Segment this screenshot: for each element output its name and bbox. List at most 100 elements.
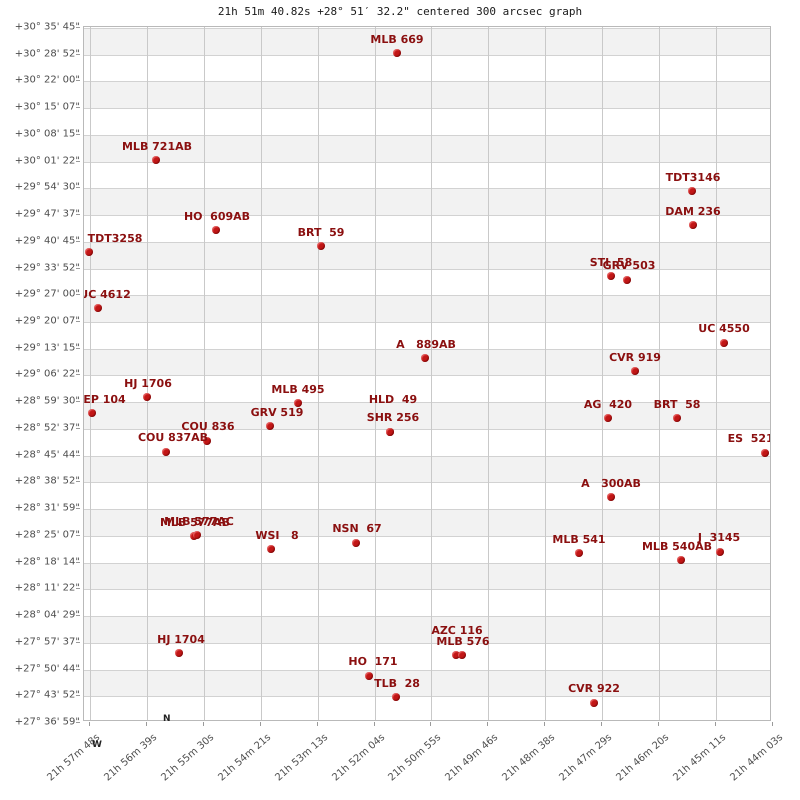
star-label: MLB 577AB: [159, 516, 231, 529]
gridline-vertical: [374, 27, 376, 720]
gridline-horizontal: [84, 348, 770, 350]
star-marker[interactable]: [193, 531, 201, 539]
y-axis-tickmark: [76, 187, 80, 189]
star-marker[interactable]: [386, 428, 394, 436]
x-axis-tick-label: 21h 49m 46s: [443, 732, 501, 784]
y-axis-tickmark: [76, 240, 80, 242]
star-label: COU 836: [181, 420, 235, 433]
y-axis-tick-label: +29° 54' 30": [14, 181, 80, 193]
grid-band: [84, 562, 770, 590]
y-axis-tick-label: +28° 18' 14": [14, 556, 80, 568]
y-axis-tickmark: [76, 641, 80, 643]
star-marker[interactable]: [392, 693, 400, 701]
gridline-horizontal: [84, 108, 770, 110]
gridline-vertical: [545, 27, 547, 720]
x-axis-tickmark: [601, 722, 603, 726]
x-axis-tickmark: [373, 722, 375, 726]
y-axis: +30° 35' 45" +30° 28' 52" +30° 22' 00" +30°…: [0, 22, 80, 727]
star-marker[interactable]: [152, 156, 160, 164]
star-label: COU 837AB: [137, 431, 209, 444]
star-label: HLD 49: [368, 393, 418, 406]
star-marker[interactable]: [604, 414, 612, 422]
gridline-horizontal: [84, 295, 770, 297]
x-axis-tick-label: 21h 46m 20s: [614, 732, 672, 784]
x-axis-tick-label: 21h 56m 39s: [102, 732, 160, 784]
star-marker[interactable]: [143, 393, 151, 401]
star-marker[interactable]: [203, 437, 211, 445]
gridline-horizontal: [84, 669, 770, 671]
star-marker[interactable]: [85, 248, 93, 256]
x-axis-tick-label: 21h 54m 21s: [216, 732, 273, 784]
gridline-vertical: [203, 27, 205, 720]
star-label: HJ 1706: [124, 377, 172, 390]
x-axis-tickmark: [89, 722, 90, 726]
west-direction-marker: W: [92, 740, 102, 750]
star-marker[interactable]: [393, 49, 401, 57]
gridline-horizontal: [84, 241, 770, 243]
grid-band: [84, 616, 770, 643]
star-marker[interactable]: [761, 449, 769, 457]
star-label: ES 521DE: [727, 432, 770, 445]
star-marker[interactable]: [673, 414, 681, 422]
star-label: NSN 67: [332, 522, 382, 535]
star-marker[interactable]: [607, 493, 615, 501]
star-marker[interactable]: [212, 226, 220, 234]
gridline-horizontal: [84, 428, 770, 430]
x-axis-tick-label: 21h 45m 11s: [671, 732, 729, 784]
star-marker[interactable]: [88, 409, 96, 417]
x-axis-tickmark: [430, 722, 432, 726]
y-axis-tickmark: [76, 321, 80, 323]
star-marker[interactable]: [452, 651, 460, 659]
star-marker[interactable]: [689, 221, 697, 229]
y-axis-tickmark: [76, 668, 80, 670]
star-marker[interactable]: [352, 539, 360, 547]
star-marker[interactable]: [623, 276, 631, 284]
y-axis-tickmark: [76, 374, 80, 376]
page-title: 21h 51m 40.82s +28° 51′ 32.2" centered 3…: [217, 5, 583, 18]
star-label: CVR 922: [568, 682, 620, 695]
star-marker[interactable]: [720, 339, 728, 347]
star-marker[interactable]: [294, 399, 302, 407]
gridline-horizontal: [84, 482, 770, 484]
star-marker[interactable]: [267, 545, 275, 553]
y-axis-tick-label: +28° 11' 22": [14, 582, 80, 594]
star-marker[interactable]: [677, 556, 685, 564]
x-axis-tickmark: [714, 722, 716, 726]
star-marker[interactable]: [175, 649, 183, 657]
gridline-horizontal: [84, 616, 770, 618]
y-axis-tick-label: +28° 38' 52": [14, 475, 80, 487]
star-marker[interactable]: [94, 304, 102, 312]
star-marker[interactable]: [607, 272, 615, 280]
y-axis-tickmark: [76, 481, 80, 483]
star-marker[interactable]: [688, 187, 696, 195]
star-label: BRT 59: [297, 226, 345, 239]
star-label: GRV 503: [602, 259, 656, 272]
x-axis-tick-label: 21h 53m 13s: [272, 732, 330, 784]
star-label: MLB 721AB: [121, 140, 193, 153]
star-label: DAM 236: [665, 205, 721, 218]
star-marker[interactable]: [162, 448, 170, 456]
star-marker[interactable]: [590, 699, 598, 707]
gridline-horizontal: [84, 642, 770, 644]
x-axis-tick-label: 21h 55m 30s: [159, 732, 217, 784]
y-axis-tick-label: +28° 04' 29": [14, 609, 80, 621]
star-marker[interactable]: [317, 242, 325, 250]
grid-band: [84, 241, 770, 269]
star-marker[interactable]: [458, 651, 466, 659]
star-marker[interactable]: [421, 354, 429, 362]
star-marker[interactable]: [266, 422, 274, 430]
star-marker[interactable]: [365, 672, 373, 680]
star-label: SHR 256: [366, 411, 420, 424]
gridline-vertical: [659, 27, 660, 720]
gridline-horizontal: [84, 134, 770, 136]
grid-band: [84, 348, 770, 376]
star-marker[interactable]: [631, 367, 639, 375]
grid-band: [84, 188, 770, 216]
gridline-horizontal: [84, 215, 770, 217]
y-axis-tick-label: +29° 13' 15": [14, 342, 80, 354]
star-marker[interactable]: [716, 548, 724, 556]
gridline-vertical: [146, 27, 148, 720]
star-marker[interactable]: [575, 549, 583, 557]
y-axis-tick-label: +30° 15' 07": [14, 101, 80, 113]
y-axis-tick-label: +30° 08' 15": [14, 128, 80, 140]
